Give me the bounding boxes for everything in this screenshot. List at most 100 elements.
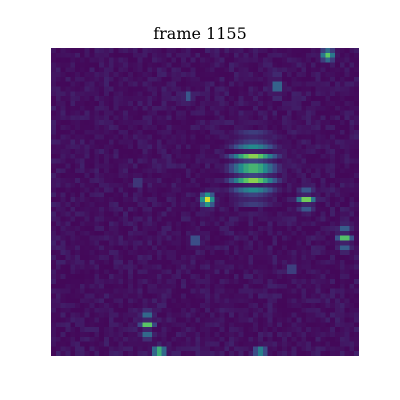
pixel bbox=[219, 202, 225, 207]
pixel bbox=[219, 120, 225, 125]
pixel bbox=[99, 91, 104, 97]
pixel bbox=[272, 149, 278, 154]
pixel bbox=[257, 81, 263, 87]
pixel bbox=[349, 221, 355, 227]
pixel bbox=[55, 76, 61, 82]
pixel bbox=[166, 192, 172, 198]
pixel bbox=[306, 163, 311, 169]
pixel bbox=[200, 48, 205, 53]
pixel bbox=[282, 221, 287, 227]
pixel bbox=[99, 72, 104, 77]
pixel bbox=[253, 173, 258, 178]
pixel bbox=[118, 245, 124, 251]
pixel bbox=[84, 226, 90, 231]
pixel bbox=[176, 221, 181, 227]
pixel bbox=[330, 72, 335, 77]
pixel bbox=[190, 259, 196, 265]
pixel bbox=[282, 312, 287, 318]
pixel bbox=[229, 312, 234, 318]
pixel bbox=[195, 52, 201, 58]
pixel bbox=[214, 86, 220, 92]
pixel bbox=[248, 327, 254, 332]
pixel bbox=[224, 134, 230, 140]
pixel bbox=[79, 182, 85, 188]
pixel bbox=[147, 351, 153, 356]
pixel bbox=[306, 182, 311, 188]
pixel bbox=[156, 336, 162, 342]
pixel bbox=[200, 91, 205, 97]
pixel bbox=[185, 245, 191, 251]
pixel bbox=[296, 182, 302, 188]
pixel bbox=[238, 327, 244, 332]
pixel bbox=[354, 226, 359, 231]
pixel bbox=[190, 307, 196, 313]
pixel bbox=[176, 351, 181, 356]
pixel bbox=[349, 283, 355, 289]
pixel bbox=[257, 351, 263, 356]
pixel bbox=[94, 206, 100, 212]
pixel bbox=[180, 235, 186, 241]
pixel bbox=[51, 96, 56, 101]
pixel bbox=[277, 62, 282, 68]
pixel bbox=[70, 110, 76, 116]
pixel bbox=[65, 307, 71, 313]
pixel bbox=[257, 298, 263, 304]
pixel bbox=[55, 120, 61, 125]
pixel bbox=[229, 346, 234, 352]
pixel bbox=[161, 279, 167, 284]
pixel bbox=[325, 269, 331, 275]
pixel bbox=[200, 303, 205, 308]
pixel bbox=[330, 317, 335, 323]
pixel bbox=[137, 91, 143, 97]
pixel bbox=[344, 307, 350, 313]
pixel bbox=[306, 67, 311, 73]
pixel bbox=[257, 317, 263, 323]
pixel bbox=[233, 197, 239, 202]
pixel bbox=[89, 235, 95, 241]
pixel bbox=[70, 254, 76, 260]
pixel bbox=[161, 351, 167, 356]
pixel bbox=[108, 120, 114, 125]
pixel bbox=[103, 230, 109, 236]
pixel bbox=[60, 187, 66, 193]
pixel bbox=[51, 91, 56, 97]
pixel bbox=[70, 168, 76, 174]
pixel bbox=[60, 206, 66, 212]
pixel bbox=[233, 76, 239, 82]
pixel bbox=[229, 254, 234, 260]
pixel bbox=[310, 105, 316, 111]
pixel bbox=[166, 115, 172, 121]
pixel bbox=[156, 173, 162, 178]
pixel bbox=[291, 317, 297, 323]
pixel bbox=[233, 235, 239, 241]
pixel bbox=[310, 327, 316, 332]
pixel bbox=[152, 197, 157, 202]
pixel bbox=[123, 279, 128, 284]
pixel bbox=[243, 230, 249, 236]
pixel bbox=[334, 298, 340, 304]
pixel bbox=[306, 341, 311, 347]
pixel bbox=[171, 216, 177, 222]
pixel bbox=[51, 240, 56, 246]
pixel bbox=[330, 105, 335, 111]
pixel bbox=[113, 351, 119, 356]
pixel bbox=[349, 197, 355, 202]
pixel bbox=[70, 283, 76, 289]
pixel bbox=[89, 81, 95, 87]
pixel bbox=[219, 346, 225, 352]
pixel bbox=[103, 76, 109, 82]
pixel bbox=[185, 211, 191, 217]
pixel bbox=[339, 317, 345, 323]
pixel bbox=[272, 211, 278, 217]
pixel bbox=[89, 67, 95, 73]
pixel bbox=[89, 298, 95, 304]
pixel bbox=[233, 206, 239, 212]
pixel bbox=[79, 197, 85, 202]
pixel bbox=[349, 187, 355, 193]
pixel bbox=[354, 283, 359, 289]
pixel bbox=[60, 134, 66, 140]
pixel bbox=[60, 48, 66, 53]
pixel bbox=[190, 96, 196, 101]
pixel bbox=[123, 62, 128, 68]
pixel bbox=[291, 72, 297, 77]
